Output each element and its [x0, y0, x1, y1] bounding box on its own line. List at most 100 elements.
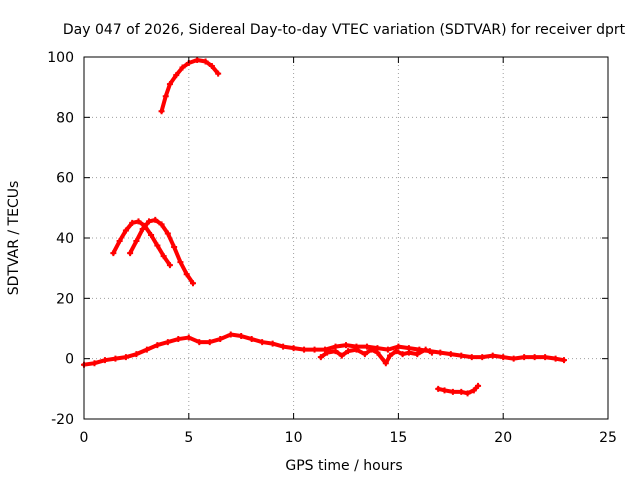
- x-tick-label: 20: [494, 430, 512, 446]
- data-point: [122, 227, 129, 234]
- data-point: [428, 349, 435, 356]
- data-point: [521, 354, 528, 361]
- data-point: [143, 346, 150, 353]
- data-point: [154, 242, 161, 249]
- data-point: [280, 343, 287, 350]
- data-point: [399, 351, 406, 358]
- data-point: [435, 385, 442, 392]
- data-point: [353, 346, 360, 353]
- data-point: [269, 340, 276, 347]
- data-point: [449, 388, 456, 395]
- series-arc-mid-b: [127, 216, 196, 287]
- data-point: [458, 352, 465, 359]
- data-point: [441, 387, 448, 394]
- data-point: [317, 354, 324, 361]
- data-point: [393, 348, 400, 355]
- data-point: [470, 387, 477, 394]
- data-point: [133, 351, 140, 358]
- grid: [84, 57, 608, 419]
- x-tick-label: 10: [285, 430, 303, 446]
- y-tick-label: 100: [47, 50, 74, 66]
- data-point: [338, 352, 345, 359]
- data-point: [324, 349, 331, 356]
- data-point: [177, 259, 184, 266]
- data-point: [196, 339, 203, 346]
- data-point: [552, 355, 559, 362]
- data-point: [189, 280, 196, 287]
- data-point: [175, 336, 182, 343]
- data-point: [164, 230, 171, 237]
- data-point: [322, 346, 329, 353]
- y-tick-label: 40: [56, 231, 74, 247]
- y-tick-label: 60: [56, 171, 74, 187]
- data-point: [158, 221, 165, 228]
- data-point: [259, 339, 266, 346]
- x-axis-label: GPS time / hours: [285, 458, 402, 474]
- series-line: [159, 58, 221, 114]
- data-point: [238, 333, 245, 340]
- data-point: [290, 345, 297, 352]
- data-point: [122, 354, 129, 361]
- data-point: [500, 354, 507, 361]
- data-point: [301, 346, 308, 353]
- y-tick-label: 0: [65, 352, 74, 368]
- data-point: [154, 342, 161, 349]
- data-point: [542, 354, 549, 361]
- y-tick-label: 80: [56, 110, 74, 126]
- data-point: [311, 346, 318, 353]
- data-point: [206, 339, 213, 346]
- data-point: [112, 355, 119, 362]
- series-low-dip: [435, 382, 482, 397]
- data-point: [185, 334, 192, 341]
- data-point: [135, 218, 142, 225]
- data-point: [194, 57, 201, 64]
- y-tick-label: -20: [51, 412, 74, 428]
- data-point: [382, 360, 389, 367]
- x-tick-label: 0: [80, 430, 89, 446]
- data-point: [475, 382, 482, 389]
- data-point: [91, 360, 98, 367]
- data-point: [145, 218, 152, 225]
- data-point: [248, 336, 255, 343]
- x-tick-label: 25: [599, 430, 617, 446]
- series-main-detail: [317, 346, 435, 367]
- data-point: [116, 238, 123, 245]
- data-point: [468, 354, 475, 361]
- data-point: [158, 108, 165, 115]
- data-point: [387, 352, 394, 359]
- data-point: [171, 244, 178, 251]
- series-arc-high: [158, 57, 222, 115]
- data-point: [208, 63, 215, 70]
- data-point: [202, 58, 209, 65]
- data-point: [160, 253, 167, 260]
- data-point: [227, 331, 234, 338]
- data-point: [166, 262, 173, 269]
- data-point: [179, 64, 186, 71]
- data-point: [166, 81, 173, 88]
- data-point: [531, 354, 538, 361]
- data-point: [422, 346, 429, 353]
- data-point: [217, 336, 224, 343]
- ticks: 0 5 10 15 20 25 -20 0 20 40 60 80 100: [47, 50, 617, 446]
- data-point: [162, 93, 169, 100]
- data-point: [361, 351, 368, 358]
- series-main-trend: [81, 331, 567, 368]
- data-point: [173, 72, 180, 79]
- data-point: [345, 348, 352, 355]
- y-axis-label: SDTVAR / TECUs: [6, 181, 22, 296]
- data-point: [183, 271, 190, 278]
- data-layer: [81, 57, 567, 397]
- data-point: [152, 216, 159, 223]
- data-point: [343, 342, 349, 349]
- chart-title: Day 047 of 2026, Sidereal Day-to-day VTE…: [63, 22, 626, 38]
- data-point: [215, 70, 222, 77]
- data-point: [129, 219, 136, 226]
- x-tick-label: 5: [184, 430, 193, 446]
- data-point: [489, 352, 496, 359]
- data-point: [395, 343, 402, 350]
- data-point: [384, 346, 391, 353]
- data-point: [133, 238, 140, 245]
- x-tick-label: 15: [389, 430, 407, 446]
- data-point: [164, 339, 171, 346]
